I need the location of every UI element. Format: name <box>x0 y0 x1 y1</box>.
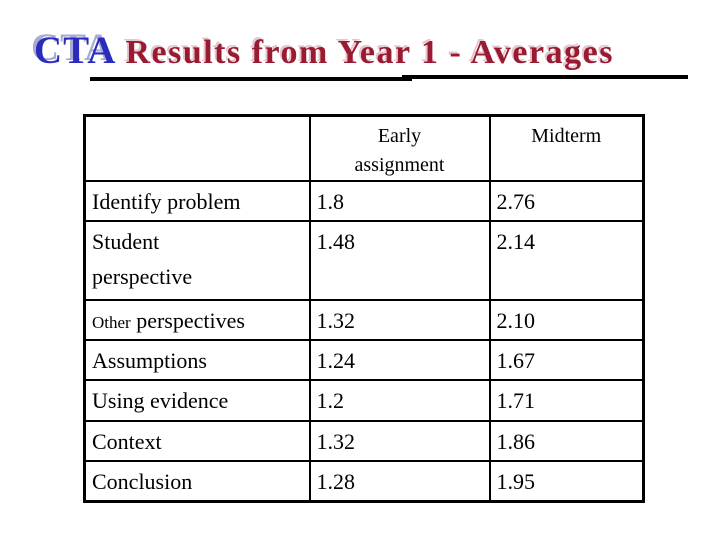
row-assumptions: Assumptions 1.24 1.67 <box>83 339 645 381</box>
row-label: Conclusion <box>83 460 311 502</box>
early-value: 1.32 <box>308 299 491 341</box>
early-value: 1.28 <box>308 460 491 502</box>
label-word-rest: perspectives <box>136 308 245 333</box>
row-label: Assumptions <box>83 339 311 381</box>
row-context: Context 1.32 1.86 <box>83 420 645 462</box>
slide-header: CTA Results from Year 1 - Averages <box>34 28 614 73</box>
row-label: Using evidence <box>83 379 311 422</box>
midterm-value: 1.95 <box>488 460 645 502</box>
row-label: Student perspective <box>83 220 311 301</box>
midterm-value: 2.76 <box>488 180 645 222</box>
row-conclusion: Conclusion 1.28 1.95 <box>83 460 645 502</box>
early-header-line1: Early <box>377 125 422 147</box>
early-value: 1.48 <box>308 220 491 301</box>
midterm-value: 1.71 <box>488 379 645 422</box>
row-using-evidence: Using evidence 1.2 1.71 <box>83 379 645 422</box>
label-word-small: Other <box>92 313 131 332</box>
results-table: Early assignment Midterm Identify proble… <box>83 114 645 503</box>
early-value: 1.8 <box>308 180 491 222</box>
row-label: Other perspectives <box>83 299 311 341</box>
midterm-value: 2.10 <box>488 299 645 341</box>
page-title: Results from Year 1 - Averages <box>125 34 614 71</box>
label-line1: Student <box>92 229 160 254</box>
early-assignment-header: Early assignment <box>308 114 491 182</box>
row-student-perspective: Student perspective 1.48 2.14 <box>83 220 645 301</box>
midterm-value: 1.86 <box>488 420 645 462</box>
row-other-perspectives: Other perspectives 1.32 2.10 <box>83 299 645 341</box>
midterm-value: 2.14 <box>488 220 645 301</box>
title-underline-right <box>402 75 688 79</box>
row-identify-problem: Identify problem 1.8 2.76 <box>83 180 645 222</box>
table-header-row: Early assignment Midterm <box>83 114 645 182</box>
title-underline-left <box>90 77 412 81</box>
row-label: Identify problem <box>83 180 311 222</box>
midterm-header: Midterm <box>488 114 645 182</box>
empty-header-cell <box>83 114 311 182</box>
midterm-value: 1.67 <box>488 339 645 381</box>
early-value: 1.32 <box>308 420 491 462</box>
early-value: 1.24 <box>308 339 491 381</box>
early-value: 1.2 <box>308 379 491 422</box>
cta-logo: CTA <box>34 29 117 72</box>
early-header-line2: assignment <box>354 154 445 176</box>
label-line2: perspective <box>92 264 193 290</box>
row-label: Context <box>83 420 311 462</box>
